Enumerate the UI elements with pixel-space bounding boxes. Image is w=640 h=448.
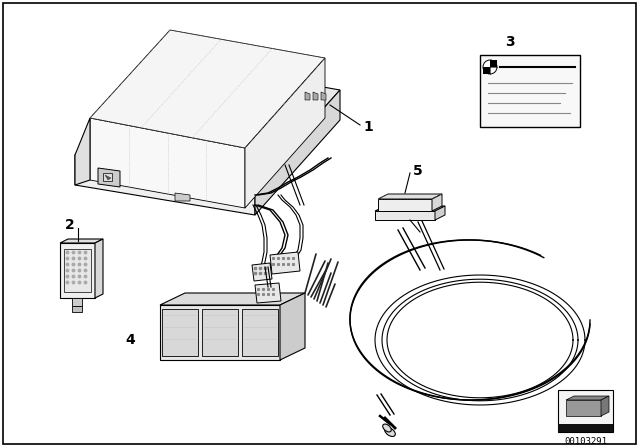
- Polygon shape: [245, 58, 325, 208]
- Polygon shape: [558, 390, 613, 432]
- Polygon shape: [75, 118, 90, 185]
- Circle shape: [483, 60, 497, 74]
- Polygon shape: [90, 118, 245, 208]
- Text: 3: 3: [505, 35, 515, 49]
- Text: 4: 4: [125, 333, 135, 347]
- Polygon shape: [103, 173, 112, 181]
- Polygon shape: [98, 168, 120, 187]
- Text: 1: 1: [363, 120, 372, 134]
- Polygon shape: [72, 298, 82, 306]
- Polygon shape: [160, 293, 305, 305]
- Polygon shape: [242, 309, 278, 356]
- Polygon shape: [160, 305, 280, 360]
- Polygon shape: [252, 263, 272, 281]
- Polygon shape: [558, 424, 613, 432]
- Polygon shape: [255, 283, 281, 303]
- Polygon shape: [64, 249, 91, 292]
- Polygon shape: [566, 396, 609, 400]
- Polygon shape: [313, 92, 318, 100]
- Text: 5: 5: [413, 164, 423, 178]
- Polygon shape: [175, 193, 190, 201]
- Polygon shape: [375, 211, 435, 220]
- Polygon shape: [270, 252, 300, 274]
- Polygon shape: [375, 206, 445, 211]
- Text: 00103291: 00103291: [564, 438, 607, 447]
- Polygon shape: [432, 194, 442, 211]
- Polygon shape: [90, 30, 325, 148]
- Polygon shape: [60, 243, 95, 298]
- Polygon shape: [480, 55, 580, 127]
- Polygon shape: [435, 206, 445, 220]
- Polygon shape: [378, 194, 442, 199]
- Ellipse shape: [385, 427, 396, 436]
- Polygon shape: [60, 239, 103, 243]
- Polygon shape: [255, 90, 340, 215]
- Polygon shape: [162, 309, 198, 356]
- Text: 2: 2: [65, 218, 74, 232]
- Polygon shape: [321, 92, 326, 100]
- Ellipse shape: [383, 424, 391, 432]
- Polygon shape: [72, 306, 82, 312]
- Polygon shape: [202, 309, 238, 356]
- Polygon shape: [75, 58, 340, 185]
- Polygon shape: [280, 293, 305, 360]
- Polygon shape: [483, 67, 490, 74]
- Polygon shape: [75, 155, 255, 215]
- Polygon shape: [566, 400, 601, 416]
- Polygon shape: [601, 396, 609, 416]
- Polygon shape: [378, 199, 432, 211]
- Polygon shape: [490, 60, 497, 67]
- Polygon shape: [95, 239, 103, 298]
- Polygon shape: [105, 175, 111, 180]
- Polygon shape: [305, 92, 310, 100]
